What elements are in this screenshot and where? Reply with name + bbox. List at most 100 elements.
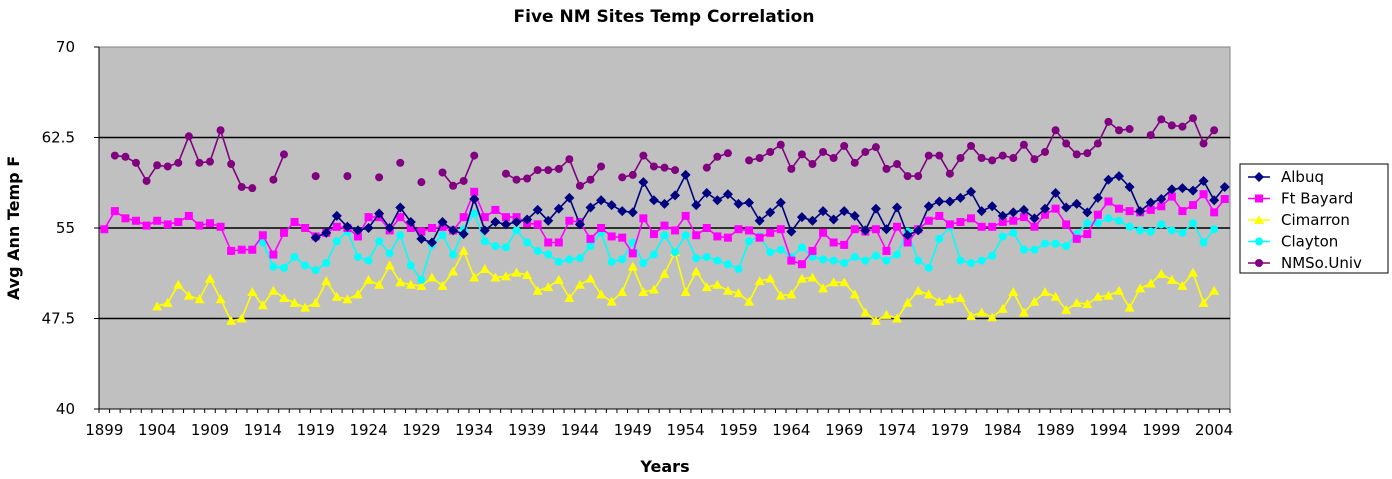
data-point-ft-bayard bbox=[417, 227, 426, 236]
data-point-clayton bbox=[660, 231, 669, 240]
data-point-clayton bbox=[639, 258, 648, 267]
data-point-clayton bbox=[1157, 220, 1166, 229]
data-point-cimarron bbox=[553, 274, 564, 284]
data-point-ft-bayard bbox=[903, 238, 912, 247]
data-point-cimarron bbox=[627, 261, 638, 271]
data-point-albuq bbox=[532, 204, 543, 215]
data-point-ft-bayard bbox=[142, 221, 151, 230]
data-point-ft-bayard bbox=[279, 228, 288, 237]
data-point-cimarron bbox=[194, 294, 205, 304]
x-tick-label: 1979 bbox=[931, 421, 969, 439]
data-point-albuq bbox=[426, 237, 437, 248]
data-point-ft-bayard bbox=[787, 256, 796, 265]
data-point-ft-bayard bbox=[618, 233, 627, 242]
data-point-clayton bbox=[438, 231, 447, 240]
data-point-cimarron bbox=[1135, 283, 1146, 293]
data-point-nmso-univ bbox=[205, 157, 214, 166]
data-point-albuq bbox=[1145, 197, 1156, 208]
data-point-ft-bayard bbox=[692, 231, 701, 240]
data-point-clayton bbox=[797, 243, 806, 252]
data-point-cimarron bbox=[712, 279, 723, 289]
data-point-clayton bbox=[681, 231, 690, 240]
data-point-albuq bbox=[1209, 195, 1220, 206]
data-point-clayton bbox=[332, 237, 341, 246]
data-point-clayton bbox=[311, 266, 320, 275]
series-layer bbox=[100, 114, 1230, 325]
data-point-ft-bayard bbox=[850, 225, 859, 234]
data-point-clayton bbox=[544, 250, 553, 259]
data-point-ft-bayard bbox=[893, 222, 902, 231]
data-point-clayton bbox=[290, 252, 299, 261]
data-point-albuq bbox=[1040, 203, 1051, 214]
data-point-cimarron bbox=[722, 285, 733, 295]
data-point-ft-bayard bbox=[1062, 220, 1071, 229]
legend-label: Albuq bbox=[1281, 168, 1324, 186]
data-point-albuq bbox=[818, 206, 829, 217]
data-point-clayton bbox=[1019, 245, 1028, 254]
data-point-cimarron bbox=[902, 297, 913, 307]
data-point-nmso-univ bbox=[195, 158, 204, 167]
data-point-nmso-univ bbox=[121, 152, 130, 161]
data-point-clayton bbox=[1093, 219, 1102, 228]
data-point-ft-bayard bbox=[819, 228, 828, 237]
data-point-clayton bbox=[967, 258, 976, 267]
data-point-cimarron bbox=[1029, 296, 1040, 306]
data-point-albuq bbox=[648, 195, 659, 206]
data-point-nmso-univ bbox=[639, 151, 648, 160]
data-point-cimarron bbox=[152, 301, 163, 311]
data-point-ft-bayard bbox=[1072, 234, 1081, 243]
data-point-cimarron bbox=[173, 279, 184, 289]
data-point-cimarron bbox=[892, 313, 903, 323]
data-point-ft-bayard bbox=[1115, 204, 1124, 213]
data-point-nmso-univ bbox=[1157, 115, 1166, 124]
data-point-ft-bayard bbox=[396, 213, 405, 222]
data-point-albuq bbox=[902, 230, 913, 241]
data-point-cimarron bbox=[860, 307, 871, 317]
data-point-cimarron bbox=[1040, 286, 1051, 296]
data-point-albuq bbox=[543, 215, 554, 226]
data-point-clayton bbox=[692, 254, 701, 263]
data-point-albuq bbox=[987, 201, 998, 212]
x-tick-label: 1959 bbox=[719, 421, 757, 439]
data-point-clayton bbox=[819, 255, 828, 264]
data-point-clayton bbox=[523, 238, 532, 247]
data-point-cimarron bbox=[648, 284, 659, 294]
data-point-nmso-univ bbox=[1093, 139, 1102, 148]
data-point-nmso-univ bbox=[914, 172, 923, 181]
data-point-albuq bbox=[606, 200, 617, 211]
data-point-clayton bbox=[364, 256, 373, 265]
data-point-clayton bbox=[554, 257, 563, 266]
data-point-clayton bbox=[766, 248, 775, 257]
data-point-clayton bbox=[269, 262, 278, 271]
data-point-cimarron bbox=[881, 309, 892, 319]
data-point-cimarron bbox=[744, 296, 755, 306]
data-point-cimarron bbox=[596, 289, 607, 299]
data-point-albuq bbox=[522, 214, 533, 225]
data-point-ft-bayard bbox=[776, 225, 785, 234]
data-point-clayton bbox=[533, 246, 542, 255]
data-point-ft-bayard bbox=[681, 211, 690, 220]
data-point-nmso-univ bbox=[575, 181, 584, 190]
data-point-nmso-univ bbox=[554, 164, 563, 173]
data-point-clayton bbox=[1125, 222, 1134, 231]
y-tick-label: 40 bbox=[56, 400, 75, 418]
data-point-nmso-univ bbox=[184, 132, 193, 141]
data-point-ft-bayard bbox=[301, 224, 310, 232]
data-point-nmso-univ bbox=[586, 175, 595, 184]
data-point-cimarron bbox=[342, 294, 353, 304]
data-point-albuq bbox=[1008, 207, 1019, 218]
data-point-nmso-univ bbox=[787, 164, 796, 173]
data-point-cimarron bbox=[839, 277, 850, 287]
data-point-clayton bbox=[1115, 216, 1124, 225]
data-point-ft-bayard bbox=[723, 233, 732, 242]
data-point-cimarron bbox=[1082, 299, 1093, 309]
data-point-nmso-univ bbox=[1178, 122, 1187, 131]
data-point-cimarron bbox=[1092, 291, 1103, 301]
data-point-ft-bayard bbox=[945, 220, 954, 229]
data-point-cimarron bbox=[289, 297, 300, 307]
data-point-cimarron bbox=[511, 267, 522, 277]
data-point-cimarron bbox=[1061, 305, 1072, 315]
data-point-albuq bbox=[1114, 171, 1125, 182]
data-point-albuq bbox=[659, 198, 670, 209]
y-axis-title: Avg Ann Temp F bbox=[4, 156, 23, 300]
